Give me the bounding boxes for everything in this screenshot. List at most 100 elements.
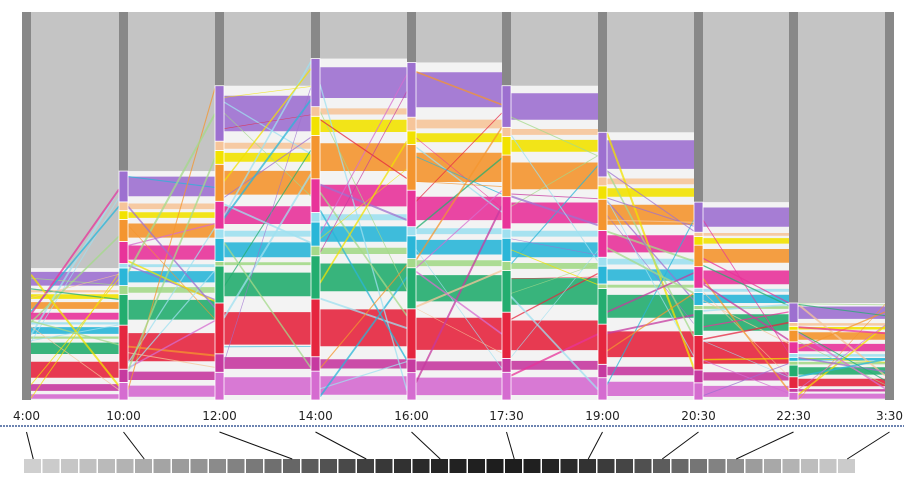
time-tick-labels: 4:00 10:00 12:00 14:00 16:00 17:30 19:00 20:30 2… — [0, 409, 904, 427]
timeline-cell-8 — [172, 459, 189, 473]
axis-segment-yellow-5 — [501, 136, 512, 156]
flow-line-pink-8-13 — [797, 326, 886, 335]
band-magenta-1 — [128, 371, 215, 380]
band-light-blue-4 — [416, 228, 502, 235]
flow-line-green-7-4 — [702, 264, 790, 307]
timeline-cell-14 — [283, 459, 300, 473]
band-orange-8 — [798, 332, 885, 340]
axis-segment-peach-7 — [693, 231, 704, 237]
axis-segment-magenta-7 — [693, 369, 704, 384]
flow-line-purple-8-7 — [797, 356, 886, 373]
axis-segment-orange-6 — [597, 198, 608, 231]
axis-segment-light-green-8 — [788, 360, 799, 366]
flow-line-peach-4-9 — [415, 269, 503, 308]
flow-line-orchid-4-13 — [415, 190, 503, 269]
band-purple-7 — [703, 207, 789, 227]
flow-line-light-green-3-4 — [319, 191, 408, 317]
band-orchid-0 — [31, 394, 119, 399]
axis-segment-orange-8 — [788, 329, 799, 343]
timeline-cell-11 — [227, 459, 245, 473]
axis-segment-orange-2 — [214, 163, 225, 202]
flow-line-light-green-6-3 — [606, 230, 695, 263]
timeline-cell-44 — [838, 459, 855, 473]
band-green-7 — [703, 314, 789, 331]
tick-label-5: 17:30 — [489, 409, 524, 423]
band-pink-3 — [320, 184, 407, 207]
band-light-green-6 — [607, 284, 694, 288]
timeline-cell-23 — [449, 459, 467, 473]
timeline-cell-20 — [394, 459, 411, 473]
timeline-connector-6 — [587, 431, 603, 460]
band-orchid-1 — [128, 385, 215, 397]
band-orchid-5 — [511, 377, 598, 395]
axis-segment-pink-4 — [406, 189, 417, 228]
flow-line-light-green-6-4 — [606, 170, 695, 338]
band-green-0 — [31, 342, 119, 354]
flow-line-light-blue-4-0 — [415, 146, 503, 213]
band-purple-8 — [798, 306, 885, 319]
flow-line-magenta-4-7 — [415, 205, 503, 383]
band-orchid-4 — [416, 377, 502, 396]
flow-line-light-blue-2-2 — [223, 101, 312, 155]
axis-segment-red-2 — [214, 302, 225, 355]
flow-line-purple-1-12 — [127, 205, 216, 309]
flow-line-magenta-6-11 — [606, 272, 695, 313]
flow-line-light-blue-7-5 — [702, 303, 790, 312]
flow-line-cyan-3-5 — [319, 209, 408, 361]
axis-segment-light-blue-2 — [214, 228, 225, 239]
flow-line-magenta-3-13 — [319, 90, 408, 253]
band-purple-6 — [607, 140, 694, 169]
band-pink-2 — [224, 206, 311, 224]
axis-segment-peach-2 — [214, 140, 225, 151]
band-purple-3 — [320, 67, 407, 98]
axis-segment-orange-5 — [501, 154, 512, 198]
flow-line-pink-4-3 — [415, 137, 503, 209]
band-cyan-2 — [224, 242, 311, 258]
flow-line-green-8-12 — [797, 331, 886, 381]
flow-line-purple-2-9 — [223, 86, 312, 363]
timeline-cell-6 — [135, 459, 152, 473]
timeline-cell-2 — [61, 459, 78, 473]
timeline-cell-1 — [42, 459, 60, 473]
band-cyan-4 — [416, 239, 502, 255]
axis-segment-pink-8 — [788, 341, 799, 354]
axis-segment-cyan-1 — [118, 267, 129, 286]
axis-segment-magenta-4 — [406, 358, 417, 374]
timeline-cell-40 — [764, 459, 781, 473]
tick-label-2: 12:00 — [202, 409, 237, 423]
flow-bands — [31, 58, 885, 401]
band-orange-5 — [511, 162, 598, 190]
axis-segment-red-6 — [597, 323, 608, 365]
axis-segment-purple-2 — [214, 85, 225, 142]
band-purple-5 — [511, 93, 598, 120]
column-fill-1 — [128, 171, 215, 400]
band-light-blue-5 — [511, 230, 598, 237]
axis-segment-pink-1 — [118, 241, 129, 264]
band-light-blue-7 — [703, 288, 789, 292]
axis-segment-green-4 — [406, 267, 417, 310]
axis-segment-light-blue-7 — [693, 287, 704, 293]
flow-line-orange-8-4 — [797, 304, 886, 401]
flow-line-magenta-5-5 — [510, 193, 599, 200]
band-red-4 — [416, 317, 502, 350]
axis-segment-purple-3 — [310, 58, 321, 108]
timeline-cell-13 — [264, 459, 282, 473]
band-pink-4 — [416, 196, 502, 221]
band-red-6 — [607, 331, 694, 358]
flow-line-peach-7-0 — [702, 299, 790, 345]
timeline-connector-7 — [661, 431, 699, 460]
axis-segment-purple-7 — [693, 201, 704, 233]
band-cyan-5 — [511, 242, 598, 258]
axis-segment-cyan-4 — [406, 235, 417, 259]
axis-segment-orange-7 — [693, 244, 704, 268]
flow-line-light-green-5-12 — [510, 116, 599, 157]
axis-segment-orange-1 — [118, 219, 129, 242]
band-light-blue-3 — [320, 214, 407, 221]
flow-line-red-7-1 — [702, 321, 790, 341]
timeline-cell-9 — [190, 459, 208, 473]
flow-line-purple-6-8 — [606, 170, 695, 232]
flow-line-light-green-2-13 — [223, 242, 312, 369]
timeline-cell-12 — [246, 459, 263, 473]
tick-label-7: 20:30 — [681, 409, 716, 423]
